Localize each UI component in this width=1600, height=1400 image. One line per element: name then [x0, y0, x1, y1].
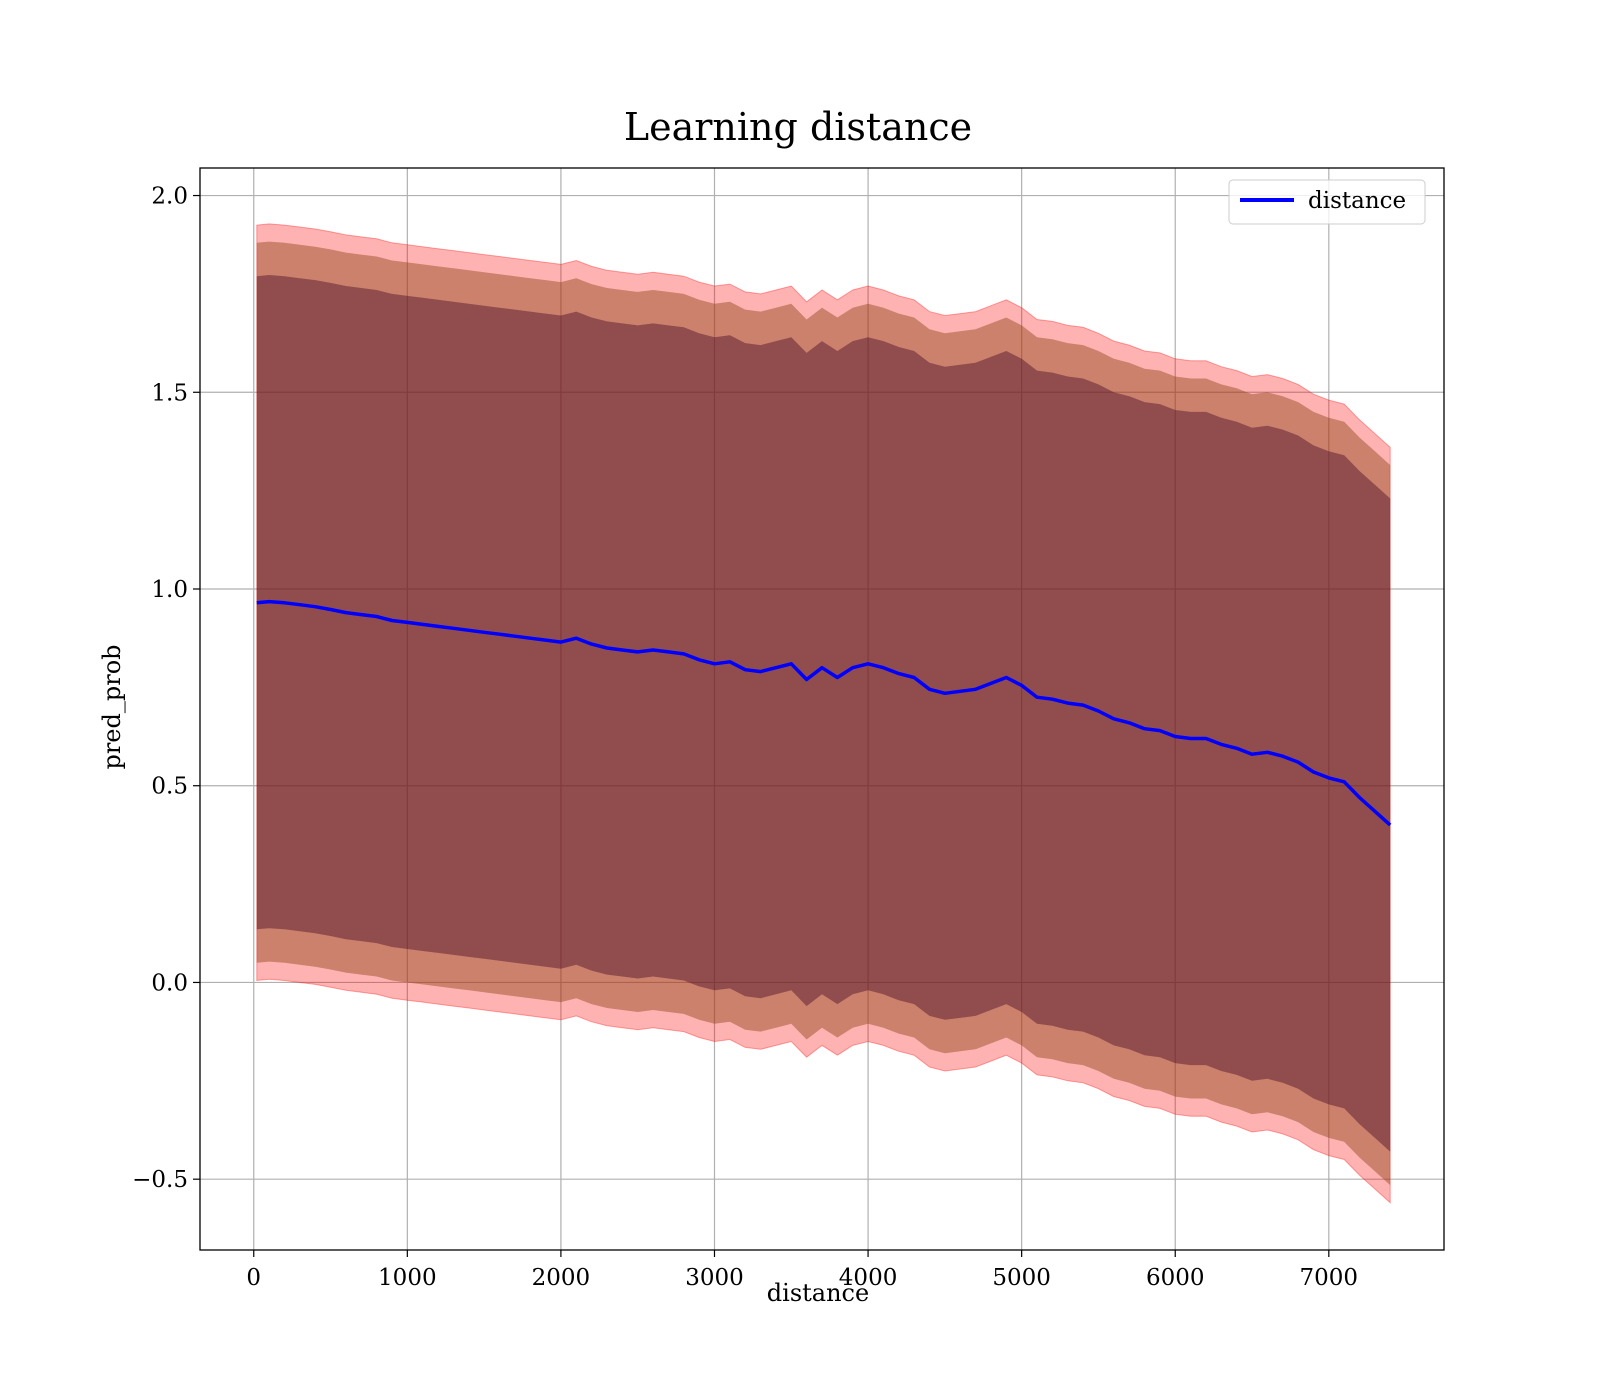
x-tick-label: 2000 [532, 1265, 591, 1291]
legend-entry-distance: distance [1308, 188, 1406, 214]
band-inner [256, 275, 1391, 1152]
x-tick-label: 0 [246, 1265, 261, 1291]
line-series [256, 599, 1392, 827]
legend: distance [1228, 179, 1426, 225]
y-tick-label: 1.5 [151, 380, 188, 406]
y-tick-label: 0.5 [151, 774, 188, 800]
x-tick-label: 1000 [378, 1265, 437, 1291]
x-tick-label: 6000 [1146, 1265, 1205, 1291]
y-tick-label: 2.0 [151, 184, 188, 210]
legend-box [1228, 179, 1426, 225]
x-tick-label: 4000 [839, 1265, 898, 1291]
x-tick-label: 7000 [1300, 1265, 1359, 1291]
y-tick-label: 1.0 [151, 577, 188, 603]
chart-title: Learning distance [624, 105, 972, 149]
grid [200, 168, 1444, 1250]
confidence-bands [256, 223, 1391, 1204]
x-tick-label: 5000 [992, 1265, 1051, 1291]
axis-ticks: 0 1000 2000 3000 4000 5000 6000 7000 −0.5 0.0 0.5 1… [132, 184, 1358, 1291]
y-axis-label: pred_prob [98, 644, 126, 769]
series-line-distance [256, 599, 1392, 827]
band-middle [256, 241, 1391, 1186]
x-axis-label: distance [767, 1279, 869, 1307]
band-outer [256, 223, 1391, 1204]
plot-frame [199, 167, 1445, 1251]
x-tick-label: 3000 [685, 1265, 744, 1291]
y-tick-label: 0.0 [151, 970, 188, 996]
y-tick-label: −0.5 [132, 1167, 188, 1193]
